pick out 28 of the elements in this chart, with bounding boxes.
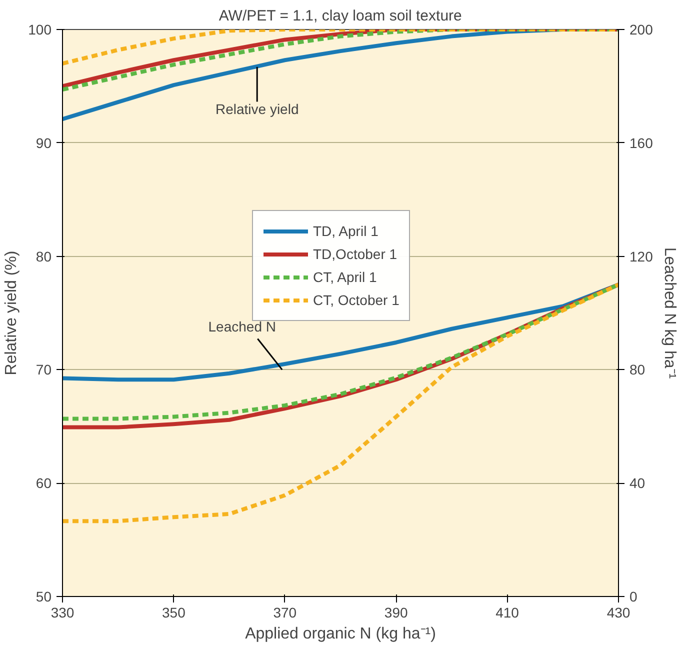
y2-tick-label: 120 [630, 248, 654, 264]
x-tick-label: 410 [496, 604, 520, 620]
annotation: Leached N [208, 318, 276, 335]
y2-tick-label: 200 [630, 22, 654, 38]
x-tick-label: 430 [606, 604, 630, 620]
legend-label: CT, October 1 [313, 292, 400, 308]
chart-title: AW/PET = 1.1, clay loam soil texture [218, 8, 462, 24]
y2-axis-title: Leached N kg ha⁻¹ [660, 247, 678, 379]
y-tick-label: 80 [36, 248, 52, 264]
x-tick-label: 330 [50, 604, 74, 620]
y-tick-label: 100 [28, 22, 52, 38]
legend-label: CT, April 1 [313, 269, 377, 285]
annotation: Relative yield [215, 100, 299, 117]
y-tick-label: 90 [36, 134, 52, 151]
y-tick-label: 50 [36, 588, 52, 604]
y2-tick-label: 40 [630, 475, 646, 492]
x-tick-label: 370 [273, 604, 297, 620]
x-tick-label: 390 [384, 604, 408, 620]
y2-tick-label: 160 [630, 134, 654, 151]
x-axis-title: Applied organic N (kg ha⁻¹) [245, 626, 436, 642]
y-axis-title: Relative yield (%) [3, 250, 20, 376]
legend-label: TD,October 1 [313, 246, 398, 262]
x-tick-label: 350 [162, 604, 186, 620]
y-tick-label: 70 [36, 362, 52, 378]
y-tick-label: 60 [36, 475, 52, 492]
y2-tick-label: 80 [630, 362, 646, 378]
legend-label: TD, April 1 [313, 223, 378, 239]
y2-tick-label: 0 [630, 588, 638, 604]
